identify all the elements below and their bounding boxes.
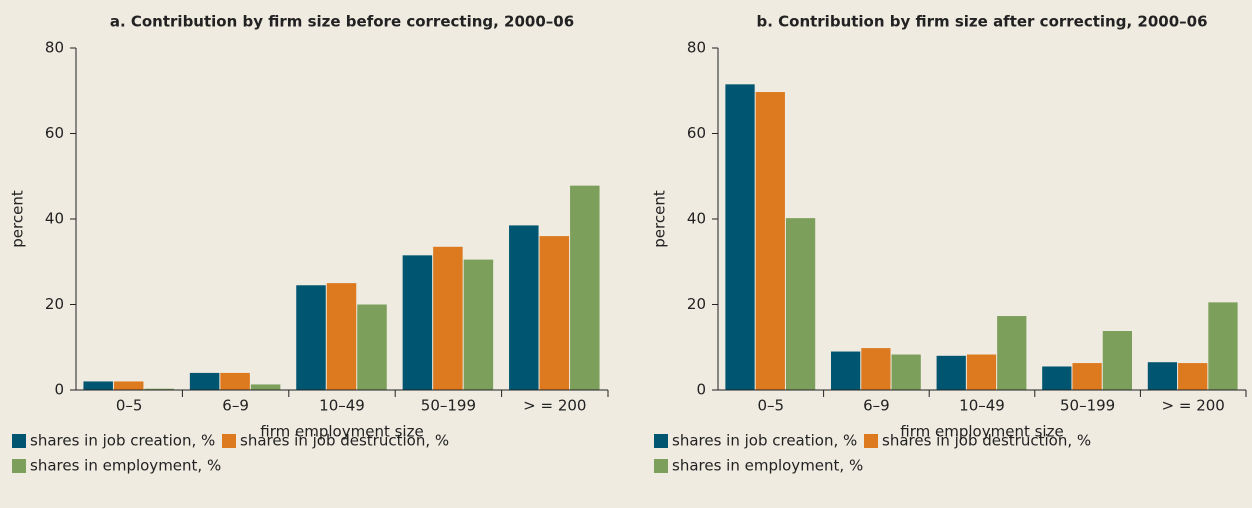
x-tick-label: 10–49 <box>319 397 365 415</box>
chart-title: b. Contribution by firm size after corre… <box>756 13 1207 31</box>
y-tick-label: 60 <box>45 124 64 142</box>
legend-label: shares in job creation, % <box>672 432 857 450</box>
legend-swatch <box>654 459 668 473</box>
bar <box>144 388 174 390</box>
bar <box>402 255 433 390</box>
bar <box>936 355 966 390</box>
bar <box>189 372 220 390</box>
bar <box>113 381 144 390</box>
y-tick-label: 40 <box>45 210 64 228</box>
y-axis-label: percent <box>651 190 669 248</box>
bar <box>1072 363 1102 390</box>
legend-label: shares in employment, % <box>30 457 221 475</box>
legend-label: shares in employment, % <box>672 457 863 475</box>
y-tick-label: 20 <box>45 295 64 313</box>
bar <box>570 185 600 390</box>
x-tick-label: 10–49 <box>959 397 1005 415</box>
chart-title: a. Contribution by firm size before corr… <box>110 13 574 31</box>
x-tick-label: 50–199 <box>1060 397 1115 415</box>
bar <box>509 225 539 390</box>
bar <box>83 381 113 390</box>
y-tick-label: 0 <box>696 381 706 399</box>
y-tick-label: 0 <box>54 381 64 399</box>
y-tick-label: 80 <box>687 39 706 57</box>
x-tick-label: 6–9 <box>863 397 890 415</box>
legend-label: shares in job destruction, % <box>240 432 449 450</box>
y-axis-label: percent <box>9 190 27 248</box>
bar <box>357 304 387 390</box>
x-axis-label: firm employment size <box>900 423 1063 441</box>
legend-label: shares in job destruction, % <box>882 432 1091 450</box>
y-tick-label: 60 <box>687 124 706 142</box>
x-tick-label: 6–9 <box>222 397 249 415</box>
x-axis-label: firm employment size <box>260 423 423 441</box>
bar <box>326 283 357 390</box>
bar <box>1178 363 1208 390</box>
bar <box>296 285 326 390</box>
bar <box>891 354 921 390</box>
x-tick-label: > = 200 <box>1162 397 1225 415</box>
bar <box>755 92 785 390</box>
x-tick-label: 0–5 <box>116 397 143 415</box>
bar <box>785 218 816 390</box>
bar <box>830 351 861 390</box>
bar <box>463 259 494 390</box>
bar <box>1147 362 1178 390</box>
bar <box>1208 302 1238 390</box>
bar <box>966 354 997 390</box>
legend-swatch <box>654 434 668 448</box>
bar <box>539 236 570 390</box>
x-tick-label: 50–199 <box>421 397 476 415</box>
bar <box>1102 331 1133 390</box>
legend-label: shares in job creation, % <box>30 432 215 450</box>
bar <box>725 84 755 391</box>
y-tick-label: 80 <box>45 39 64 57</box>
y-tick-label: 40 <box>687 210 706 228</box>
y-tick-label: 20 <box>687 295 706 313</box>
legend-swatch <box>222 434 236 448</box>
legend-swatch <box>12 434 26 448</box>
bar <box>861 348 891 390</box>
x-tick-label: > = 200 <box>523 397 586 415</box>
legend-swatch <box>864 434 878 448</box>
x-tick-label: 0–5 <box>758 397 785 415</box>
bar <box>220 372 250 390</box>
bar <box>997 316 1027 390</box>
bar <box>433 246 463 390</box>
legend-swatch <box>12 459 26 473</box>
bar <box>250 384 281 390</box>
bar <box>1042 366 1072 390</box>
